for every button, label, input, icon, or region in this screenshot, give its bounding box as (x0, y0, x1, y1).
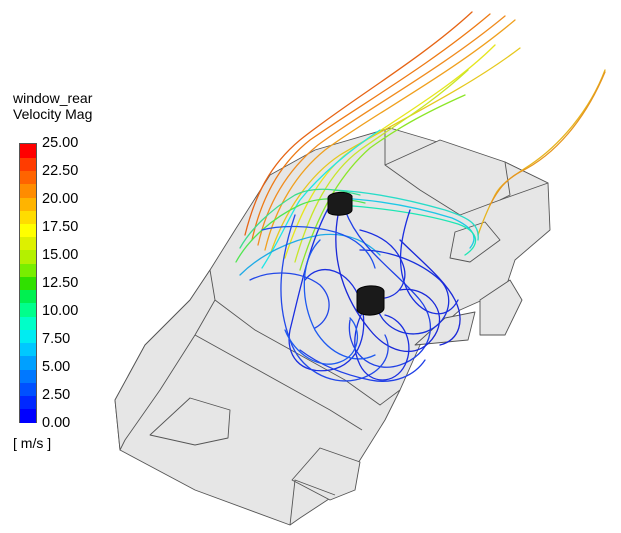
colorbar-swatch (20, 316, 36, 330)
colorbar-swatch (20, 395, 36, 410)
colorbar-swatch (20, 263, 36, 277)
legend-tick-label: 5.00 (42, 359, 71, 375)
body-edge-line (194, 334, 363, 431)
colorbar-swatch (20, 183, 36, 198)
front-wheel-arch-right (291, 447, 361, 501)
streamline (261, 225, 376, 269)
streamline (261, 129, 381, 269)
front-wheel-arch-left (149, 397, 231, 446)
streamline (335, 214, 441, 352)
streamline (284, 317, 359, 365)
streamline (334, 189, 479, 241)
colorbar-swatch (20, 302, 36, 317)
streamline (249, 272, 330, 329)
legend-tick-label: 25.00 (42, 135, 79, 151)
streamline (337, 197, 475, 249)
body-edge-line (499, 161, 511, 201)
streamline (269, 47, 521, 256)
colorbar-swatch (20, 157, 36, 172)
vent-obstacles (327, 191, 385, 316)
streamline (354, 299, 410, 381)
legend-tick-label: 0.00 (42, 415, 71, 431)
streamline (239, 188, 361, 249)
body-edge-line (289, 479, 336, 526)
legend-tick-label: 17.50 (42, 219, 79, 235)
streamline (339, 204, 477, 256)
vehicle-body (114, 127, 551, 526)
lower-vent-obstacle (356, 285, 385, 316)
legend-tick-label: 2.50 (42, 387, 71, 403)
colorbar-swatch (20, 170, 36, 185)
streamline (399, 239, 461, 346)
colorbar-swatch (20, 382, 36, 397)
body-shell-left-face (114, 269, 216, 451)
colorbar-swatch (20, 369, 36, 383)
colorbar-swatch (20, 210, 36, 225)
colorbar-swatch (20, 276, 36, 291)
velocity-legend: window_rear Velocity Mag 25.00 22.50 20.00… (0, 0, 160, 533)
streamline (359, 229, 406, 299)
streamline (294, 69, 469, 263)
colorbar-swatch (20, 355, 36, 370)
streamline (299, 349, 426, 382)
streamline (251, 13, 491, 241)
legend-tick-label: 15.00 (42, 247, 79, 263)
colorbar-swatch (20, 249, 36, 264)
streamline (299, 94, 466, 271)
colorbar-swatch (20, 329, 36, 344)
colorbar-swatch (20, 289, 36, 304)
colorbar-swatch (20, 408, 36, 423)
streamline (244, 11, 473, 236)
legend-tick-label: 10.00 (42, 303, 79, 319)
rear-wheel-arch-right (479, 279, 523, 336)
colorbar-swatch (20, 196, 36, 211)
legend-tick-label: 7.50 (42, 331, 71, 347)
upper-vent-obstacle (327, 191, 353, 216)
streamline (489, 71, 606, 206)
colorbar-swatch (20, 144, 36, 158)
streamline (303, 239, 376, 360)
body-edge-line (214, 299, 401, 406)
legend-tick-label: 20.00 (42, 191, 79, 207)
legend-title-line1: window_rear (13, 90, 93, 106)
streamline (257, 15, 506, 246)
streamline (280, 214, 389, 382)
legend-title-line2: Velocity Mag (13, 106, 93, 122)
legend-tick-label: 12.50 (42, 275, 79, 291)
streamline (288, 204, 365, 372)
legend-tick-label: 22.50 (42, 163, 79, 179)
colorbar-swatch (20, 236, 36, 251)
legend-colorbar (19, 143, 37, 423)
streamline (399, 209, 459, 315)
colorbar-swatch (20, 342, 36, 357)
colorbar-swatch (20, 223, 36, 238)
legend-unit: [ m/s ] (13, 435, 52, 451)
streamlines (235, 11, 606, 382)
